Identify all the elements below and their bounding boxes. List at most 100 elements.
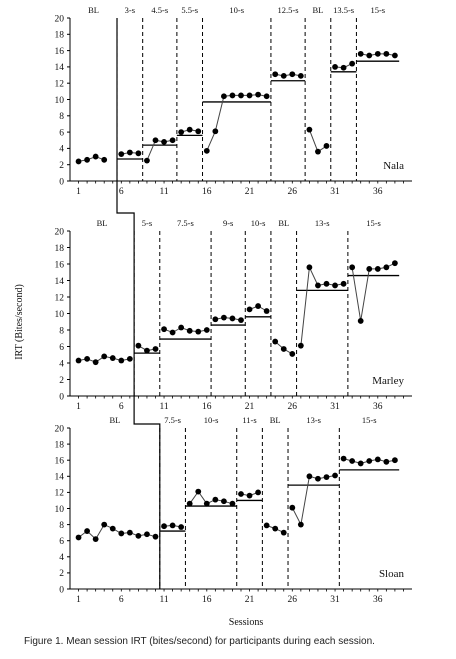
y-axis-label: IRT (Bites/second)	[14, 284, 25, 360]
data-point	[101, 353, 108, 360]
x-tick-label: 11	[159, 595, 168, 605]
data-point	[357, 460, 364, 467]
data-point	[366, 52, 373, 59]
data-point	[280, 72, 287, 79]
x-tick-label: 31	[330, 595, 340, 605]
phase-label: BL	[88, 5, 99, 15]
x-tick-label: 16	[202, 595, 212, 605]
data-point	[392, 52, 398, 59]
y-tick-label: 8	[59, 521, 64, 531]
y-tick-label: 14	[55, 473, 65, 483]
data-point	[195, 488, 202, 495]
y-tick-label: 2	[59, 569, 64, 579]
phase-label: 13-s	[315, 218, 330, 228]
data-point	[152, 346, 159, 352]
data-point	[357, 50, 364, 57]
y-tick-label: 20	[55, 14, 65, 24]
data-point	[306, 473, 313, 480]
y-tick-label: 16	[55, 457, 65, 467]
y-tick-label: 6	[59, 128, 64, 138]
series-line	[78, 523, 156, 540]
data-point	[263, 93, 270, 100]
y-tick-label: 6	[59, 343, 64, 353]
series-line	[206, 94, 267, 151]
x-tick-label: 26	[288, 595, 298, 605]
data-point	[280, 529, 287, 536]
y-tick-label: 6	[59, 537, 64, 547]
y-tick-label: 2	[59, 161, 64, 171]
series-line	[291, 475, 336, 527]
x-tick-label: 11	[159, 402, 168, 412]
data-point	[212, 496, 219, 503]
data-point	[135, 532, 142, 539]
data-point	[340, 280, 347, 287]
x-tick-label: 1	[76, 187, 81, 197]
data-point	[238, 491, 244, 497]
y-tick-label: 0	[59, 177, 64, 187]
data-point	[84, 156, 90, 163]
baseline-staircase	[116, 18, 161, 589]
series-line	[78, 156, 105, 162]
data-point	[169, 137, 176, 144]
y-tick-label: 0	[59, 585, 64, 595]
y-tick-label: 10	[55, 505, 65, 515]
series-line	[351, 262, 396, 321]
y-tick-label: 2	[59, 376, 64, 386]
data-point	[297, 521, 304, 528]
data-point	[323, 280, 330, 287]
data-point	[246, 306, 253, 313]
phase-label: BL	[278, 218, 289, 228]
data-point	[135, 342, 142, 349]
data-point	[374, 50, 381, 57]
data-point	[221, 93, 227, 100]
phase-label: BL	[313, 5, 324, 15]
data-point	[238, 317, 244, 323]
data-point	[374, 456, 381, 463]
staircase-line	[116, 18, 161, 589]
data-point	[144, 531, 150, 538]
x-tick-label: 21	[245, 402, 255, 412]
data-point	[229, 92, 236, 99]
data-point	[109, 355, 116, 361]
data-point	[84, 528, 90, 534]
y-tick-label: 10	[55, 310, 65, 320]
x-tick-label: 31	[330, 402, 340, 412]
data-point	[263, 308, 270, 314]
phase-label: 15-s	[370, 5, 385, 15]
data-point	[144, 157, 150, 164]
data-point	[186, 126, 193, 133]
data-point	[315, 475, 321, 482]
data-point	[186, 327, 193, 334]
x-tick-label: 21	[245, 187, 255, 197]
data-point	[118, 151, 125, 158]
phase-label: 4.5-s	[151, 5, 168, 15]
data-point	[315, 148, 321, 155]
y-tick-label: 20	[55, 424, 65, 434]
phase-label: 7.5-s	[177, 218, 194, 228]
x-tick-label: 16	[202, 402, 212, 412]
data-point	[272, 525, 279, 532]
x-tick-label: 1	[76, 402, 81, 412]
data-point	[255, 489, 261, 496]
data-point	[212, 316, 219, 323]
series-line	[308, 129, 327, 153]
phase-label: 7.5-s	[164, 415, 181, 425]
phase-label: 10-s	[229, 5, 244, 15]
data-point	[118, 530, 125, 537]
phase-label: 13.5-s	[333, 5, 354, 15]
phase-label: 15-s	[366, 218, 381, 228]
phase-label: 15-s	[362, 415, 377, 425]
data-point	[186, 500, 193, 507]
data-point	[366, 266, 373, 272]
y-tick-label: 18	[55, 244, 65, 254]
data-point	[126, 355, 133, 362]
data-point	[169, 329, 176, 336]
y-tick-label: 20	[55, 227, 65, 237]
x-tick-label: 36	[373, 187, 383, 197]
data-point	[357, 318, 364, 324]
y-tick-label: 18	[55, 31, 65, 41]
data-point	[349, 458, 356, 464]
data-point	[92, 536, 99, 542]
data-point	[169, 522, 176, 529]
y-tick-label: 12	[55, 80, 65, 90]
